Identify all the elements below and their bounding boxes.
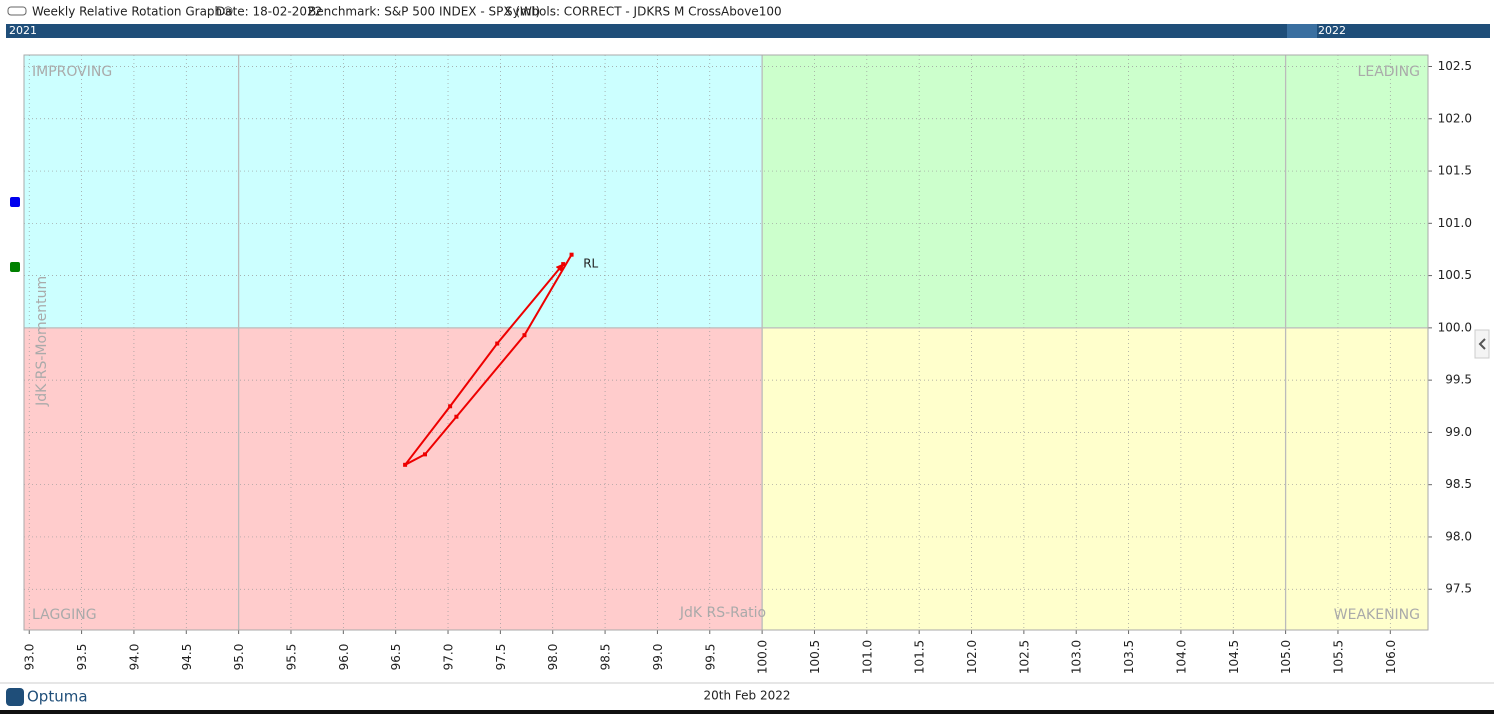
x-tick-label: 93.5 <box>75 644 89 671</box>
timeline-end: 2022 <box>1318 24 1346 37</box>
x-tick-label: 96.0 <box>337 644 351 671</box>
side-marker[interactable] <box>10 197 20 207</box>
quadrant-lagging <box>24 327 763 630</box>
x-tick-label: 95.0 <box>232 644 246 671</box>
brand-logo <box>6 688 24 706</box>
trail-point <box>403 462 408 467</box>
trail-point <box>422 452 427 457</box>
quadrant-weakening <box>762 327 1428 630</box>
x-tick-label: 94.5 <box>180 644 194 671</box>
collapse-button[interactable] <box>1474 329 1490 359</box>
plot-frame <box>23 54 1429 631</box>
x-tick-label: 102.0 <box>965 640 979 674</box>
header-icon <box>7 6 27 16</box>
x-tick-label: 100.0 <box>756 640 770 674</box>
trail-point <box>569 252 574 257</box>
y-tick-label: 99.5 <box>1445 373 1472 387</box>
y-tick-label: 102.5 <box>1438 59 1472 73</box>
y-tick-label: 102.0 <box>1438 111 1472 125</box>
quadrant-label: WEAKENING <box>1334 607 1420 623</box>
trail-line <box>404 254 573 466</box>
x-tick-label: 105.0 <box>1279 640 1293 674</box>
trail-point <box>448 404 453 409</box>
x-tick-label: 101.0 <box>860 640 874 674</box>
y-tick-label: 101.5 <box>1438 164 1472 178</box>
x-tick-label: 99.5 <box>703 644 717 671</box>
x-tick-label: 103.0 <box>1070 640 1084 674</box>
x-tick-label: 97.5 <box>494 644 508 671</box>
x-tick-label: 97.0 <box>442 644 456 671</box>
x-tick-label: 98.0 <box>546 644 560 671</box>
quadrant-improving <box>24 55 763 328</box>
y-tick-label: 101.0 <box>1438 216 1472 230</box>
timeline-bar[interactable] <box>6 24 1490 38</box>
timeline-start: 2021 <box>9 24 37 37</box>
x-tick-label: 100.5 <box>808 640 822 674</box>
x-tick-label: 95.5 <box>284 644 298 671</box>
trail-point <box>454 414 459 419</box>
x-tick-label: 104.0 <box>1174 640 1188 674</box>
x-tick-label: 102.5 <box>1017 640 1031 674</box>
quadrant-label: IMPROVING <box>32 64 112 80</box>
y-tick-label: 98.0 <box>1445 529 1472 543</box>
x-tick-label: 94.0 <box>127 644 141 671</box>
brand-name: Optuma <box>27 688 88 706</box>
bottom-edge <box>0 710 1494 714</box>
x-tick-label: 104.5 <box>1227 640 1241 674</box>
x-tick-label: 103.5 <box>1122 640 1136 674</box>
y-tick-label: 100.5 <box>1438 268 1472 282</box>
y-tick-label: 97.5 <box>1445 582 1472 596</box>
x-tick-label: 99.0 <box>651 644 665 671</box>
header-title: Weekly Relative Rotation Graph® <box>32 5 234 19</box>
trail-point <box>495 341 500 346</box>
collapse-arrow <box>1478 338 1486 350</box>
timeline-handle[interactable] <box>1287 24 1317 38</box>
header-symbols: Symbols: CORRECT - JDKRS M CrossAbove100 <box>505 5 782 19</box>
x-tick-label: 106.0 <box>1384 640 1398 674</box>
header-date: Date: 18-02-2022 <box>216 5 322 19</box>
side-marker[interactable] <box>10 262 20 272</box>
x-tick-label: 101.5 <box>913 640 927 674</box>
series-label: RL <box>583 257 598 271</box>
quadrant-leading <box>762 55 1428 328</box>
trail-point <box>561 262 566 267</box>
header-bar <box>0 0 1494 22</box>
y-tick-label: 99.0 <box>1445 425 1472 439</box>
plot-area: 93.0 93.5 94.0 94.5 95.0 95.5 96.0 96.5 97.0 97.5… <box>23 54 1472 674</box>
x-tick-label: 93.0 <box>23 644 37 671</box>
quadrant-label: LAGGING <box>32 607 97 623</box>
x-axis-title: JdK RS-Ratio <box>679 605 766 621</box>
y-tick-label: 100.0 <box>1438 320 1472 334</box>
trail-point <box>522 333 527 338</box>
x-tick-label: 98.5 <box>599 644 613 671</box>
x-tick-label: 105.5 <box>1331 640 1345 674</box>
y-tick-label: 98.5 <box>1445 477 1472 491</box>
footer-date: 20th Feb 2022 <box>704 689 791 703</box>
header-benchmark: Benchmark: S&P 500 INDEX - SPX (WI) <box>308 5 540 19</box>
quadrant-label: LEADING <box>1358 64 1420 80</box>
x-tick-label: 96.5 <box>389 644 403 671</box>
y-axis-title: JdK RS-Momentum <box>34 276 50 407</box>
